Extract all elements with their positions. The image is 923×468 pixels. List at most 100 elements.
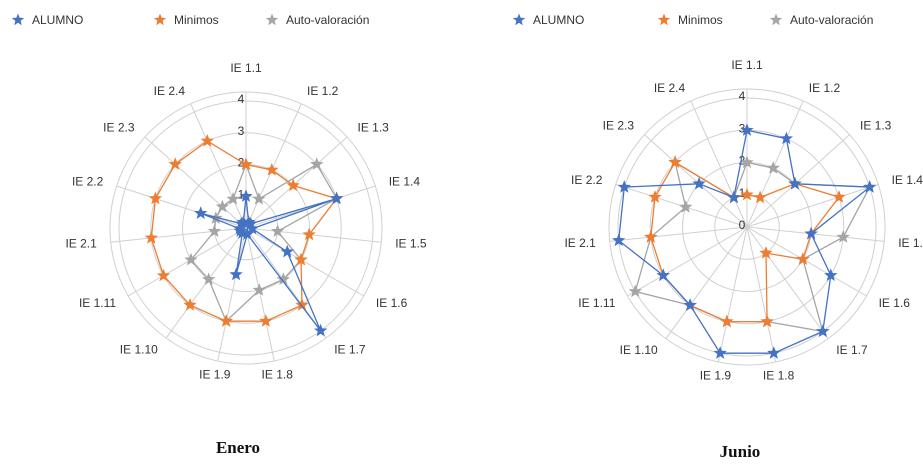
category-label: IE 1.9 (700, 369, 732, 383)
data-point-star (759, 246, 773, 259)
radar-chart-enero: 01234IE 1.1IE 1.2IE 1.3IE 1.4IE 1.5IE 1.… (11, 13, 427, 457)
data-point-star (194, 206, 208, 219)
legend-item: Auto-valoración (265, 13, 369, 27)
data-point-star (168, 157, 182, 170)
legend-label: Minimos (678, 13, 723, 27)
legend-item: Minimos (153, 13, 219, 27)
data-point-star (302, 227, 316, 241)
data-point-star (252, 191, 266, 205)
category-label: IE 1.10 (620, 343, 658, 357)
data-point-star (779, 131, 794, 145)
data-point-star (200, 133, 214, 147)
data-point-star (713, 346, 727, 359)
legend-star-icon (11, 13, 25, 26)
category-label: IE 2.4 (154, 84, 186, 98)
category-label: IE 1.11 (578, 296, 615, 310)
category-label: IE 1.6 (879, 296, 911, 310)
category-label: IE 2.1 (65, 237, 97, 251)
data-point-star (832, 190, 846, 203)
data-point-star (617, 180, 631, 193)
data-point-star (252, 283, 266, 296)
category-label: IE 2.2 (72, 175, 104, 189)
radar-chart-junio: 01234IE 1.1IE 1.2IE 1.3IE 1.4IE 1.5IE 1.… (512, 13, 923, 461)
data-point-star (144, 230, 158, 244)
data-point-star (656, 268, 670, 282)
category-label: IE 1.9 (199, 368, 231, 382)
grid-spoke (746, 226, 777, 363)
grid-spoke (746, 226, 867, 297)
legend-item: ALUMNO (11, 13, 83, 27)
category-label: IE 2.3 (603, 118, 635, 132)
data-point-star (183, 298, 197, 311)
data-point-star (202, 272, 216, 286)
category-label: IE 1.7 (334, 342, 366, 356)
data-point-star (644, 230, 658, 243)
category-label: IE 1.3 (358, 121, 390, 135)
grid-spoke (746, 100, 804, 228)
data-point-star (329, 191, 344, 205)
grid-spoke (190, 103, 247, 229)
category-label: IE 1.8 (763, 369, 795, 383)
data-point-star (612, 233, 626, 247)
data-point-star (727, 190, 741, 204)
data-point-star (628, 284, 642, 298)
series-line (200, 196, 337, 332)
series-line (634, 160, 871, 333)
category-label: IE 1.10 (120, 342, 158, 356)
grid-spoke (245, 227, 275, 362)
legend-star-icon (265, 13, 279, 26)
series-line (190, 162, 338, 323)
category-label: IE 1.4 (389, 175, 421, 189)
data-point-star (836, 230, 850, 243)
data-point-star (766, 161, 780, 174)
chart-caption: Junio (720, 442, 761, 461)
grid-spoke (746, 134, 850, 228)
grid-spoke (116, 185, 247, 229)
category-label: IE 1.5 (395, 237, 427, 251)
category-label: IE 1.7 (836, 343, 868, 357)
data-point-star (863, 180, 877, 193)
category-label: IE 1.2 (307, 84, 339, 98)
data-point-star (236, 215, 251, 228)
data-point-star (286, 178, 300, 192)
grid-spoke (127, 227, 247, 297)
legend-label: ALUMNO (32, 13, 83, 27)
data-point-star (816, 324, 830, 338)
grid-spoke (690, 100, 748, 228)
series-auto-valoración (628, 155, 877, 338)
category-label: IE 2.2 (571, 173, 603, 187)
legend-star-icon (153, 13, 167, 26)
grid-spoke (245, 185, 376, 229)
data-point-star (668, 155, 682, 168)
data-point-star (265, 162, 279, 176)
data-point-star (720, 314, 734, 328)
data-point-star (270, 224, 285, 237)
data-point-star (294, 252, 308, 266)
category-label: IE 2.3 (103, 121, 135, 135)
legend-star-icon (657, 13, 671, 26)
data-point-star (226, 191, 240, 205)
grid-spoke (746, 226, 885, 242)
radial-tick-label: 4 (238, 92, 245, 106)
data-point-star (740, 123, 754, 136)
category-label: IE 1.4 (892, 173, 923, 187)
category-label: IE 1.8 (262, 368, 294, 382)
grid-spoke (644, 134, 748, 228)
chart-caption: Enero (216, 438, 260, 457)
data-point-star (239, 157, 253, 171)
data-point-star (276, 272, 290, 286)
radial-tick-label: 0 (739, 218, 746, 232)
data-point-star (313, 323, 328, 337)
data-point-star (215, 199, 230, 213)
legend-label: Auto-valoración (286, 13, 369, 27)
data-point-star (740, 187, 754, 201)
data-point-star (692, 176, 706, 190)
series-alumno (612, 123, 877, 359)
data-point-star (753, 190, 767, 204)
series-alumno (194, 189, 344, 337)
data-point-star (804, 226, 818, 240)
data-point-star (240, 227, 254, 240)
data-point-star (280, 244, 294, 258)
legend-item: Minimos (657, 13, 723, 27)
